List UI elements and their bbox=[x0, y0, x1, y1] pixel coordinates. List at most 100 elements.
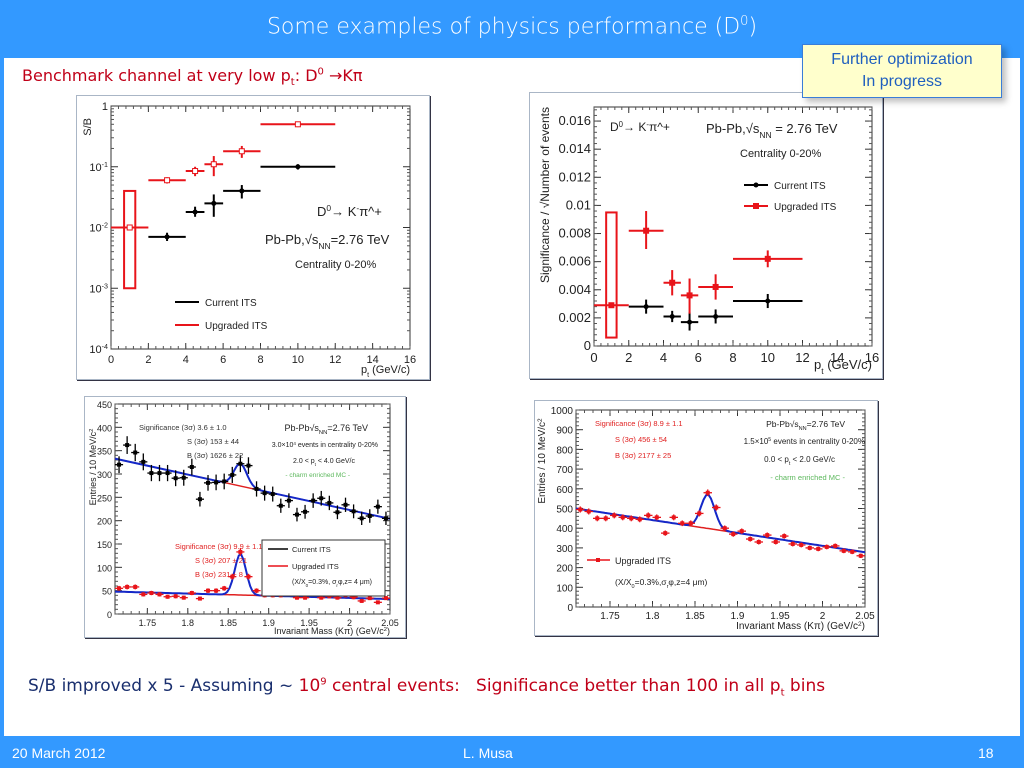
annotation-upgraded-2: B (3σ) 2177 ± 25 bbox=[615, 451, 671, 460]
y-tick-label: 10-4 bbox=[89, 343, 108, 356]
data-point bbox=[739, 529, 744, 534]
legend-marker-upgraded bbox=[753, 203, 759, 209]
data-point bbox=[222, 586, 227, 591]
x-tick-label: 2.05 bbox=[855, 611, 875, 622]
data-point bbox=[335, 510, 340, 515]
y-axis-label: Significance / √Number of events bbox=[538, 107, 552, 283]
y-tick-label: 1 bbox=[102, 101, 108, 113]
annotation-pt-range: 0.0 < pt < 2.0 GeV/c bbox=[764, 455, 835, 467]
y-tick-label: 0 bbox=[567, 603, 573, 614]
legend-upgraded: Upgraded ITS bbox=[774, 202, 837, 213]
y-tick-label: 450 bbox=[97, 400, 112, 410]
data-point bbox=[782, 534, 787, 539]
data-point bbox=[197, 497, 202, 502]
x-tick-label: 0 bbox=[590, 350, 597, 365]
x-tick-label: 1.8 bbox=[646, 611, 660, 622]
slide-header: Some examples of physics performance (D0… bbox=[0, 0, 1024, 58]
y-tick-label: 0.016 bbox=[558, 113, 591, 128]
data-point bbox=[214, 480, 219, 485]
data-point bbox=[687, 319, 693, 325]
data-point bbox=[688, 521, 693, 526]
chart-mass-current: 1.75 1.8 1.85 1.9 1.95 2 2.05 0 50 100 150 200 250 30… bbox=[88, 400, 399, 636]
plot-mass-current: 1.75 1.8 1.85 1.9 1.95 2 2.05 0 50 100 150 200 250 30… bbox=[84, 396, 406, 638]
data-point bbox=[125, 584, 130, 589]
y-axis-label: S/B bbox=[82, 118, 94, 136]
y-tick-label: 350 bbox=[97, 447, 112, 457]
legend-upgraded: Upgraded ITS bbox=[292, 562, 339, 571]
systematic-box bbox=[123, 189, 137, 290]
y-tick-label: 10-1 bbox=[89, 161, 108, 174]
x-tick-label: 4 bbox=[183, 354, 189, 366]
data-point bbox=[816, 546, 821, 551]
data-point bbox=[189, 591, 194, 595]
data-point bbox=[270, 492, 275, 497]
y-tick-label: 100 bbox=[556, 583, 573, 594]
data-point bbox=[663, 531, 668, 536]
y-tick-label: 300 bbox=[556, 544, 573, 555]
x-tick-label: 1.95 bbox=[300, 618, 318, 628]
annotation-mc: - charm enriched MC - bbox=[285, 472, 350, 479]
data-point bbox=[764, 255, 771, 262]
x-tick-label: 0 bbox=[108, 354, 114, 366]
legend-current: Current ITS bbox=[292, 545, 331, 554]
data-point bbox=[359, 598, 364, 603]
data-point bbox=[351, 595, 356, 600]
data-point bbox=[858, 553, 863, 558]
data-point bbox=[383, 596, 388, 601]
x-tick-label: 2 bbox=[820, 611, 826, 622]
annotation-current-2: B (3σ) 1626 ± 22 bbox=[187, 451, 243, 460]
data-point bbox=[254, 588, 259, 593]
x-tick-label: 2 bbox=[145, 354, 151, 366]
y-tick-label: 400 bbox=[97, 423, 112, 433]
plot-significance: 0 2 4 6 8 10 12 14 16 0 0.002 0.004 0.006 0.008 0.01 0.… bbox=[529, 92, 883, 379]
data-point bbox=[773, 539, 778, 544]
annotation-system: Pb-Pb√sNN=2.76 TeV bbox=[284, 423, 368, 436]
data-point bbox=[157, 592, 162, 597]
y-tick-label: 700 bbox=[556, 465, 573, 476]
data-point bbox=[714, 505, 719, 510]
annotation-upgraded-0: Significance (3σ) 9.9 ± 1.1 bbox=[175, 542, 263, 551]
data-point bbox=[367, 514, 372, 518]
data-point bbox=[731, 532, 736, 537]
data-point bbox=[375, 504, 380, 509]
data-point bbox=[637, 517, 642, 522]
data-point bbox=[210, 161, 217, 168]
annotation-centrality: Centrality 0-20% bbox=[740, 148, 822, 160]
x-tick-label: 1.95 bbox=[770, 611, 790, 622]
data-point bbox=[669, 313, 675, 319]
data-point bbox=[246, 574, 251, 579]
data-point bbox=[173, 476, 178, 481]
data-point bbox=[375, 600, 380, 605]
data-point bbox=[230, 574, 235, 579]
footer-date: 20 March 2012 bbox=[12, 745, 106, 761]
chart-mass-upgraded: 1.75 1.8 1.85 1.9 1.95 2 2.05 0 100 200 300 400 500 6… bbox=[537, 406, 876, 633]
x-tick-label: 1.75 bbox=[600, 611, 620, 622]
data-point bbox=[608, 302, 615, 309]
data-point bbox=[149, 591, 154, 595]
legend-current: Current ITS bbox=[774, 181, 826, 192]
x-tick-label: 2 bbox=[625, 350, 632, 365]
data-point bbox=[117, 586, 122, 591]
data-point bbox=[586, 509, 591, 514]
data-point bbox=[595, 516, 600, 521]
data-point bbox=[578, 507, 583, 512]
data-point bbox=[612, 513, 617, 518]
y-tick-label: 0 bbox=[107, 610, 112, 620]
data-point bbox=[133, 450, 138, 455]
data-point bbox=[643, 227, 650, 234]
annotation-events: 1.5×105 events in centrality 0-20% bbox=[744, 437, 865, 446]
x-tick-label: 12 bbox=[329, 354, 341, 366]
annotation-mc: - charm enriched MC - bbox=[770, 473, 845, 482]
annotation-upgraded-1: S (3σ) 207 ± 21 bbox=[195, 556, 247, 565]
data-point bbox=[173, 594, 178, 599]
data-point bbox=[680, 521, 685, 526]
data-point bbox=[246, 463, 251, 468]
data-point bbox=[117, 462, 122, 467]
x-axis-label: Invariant Mass (Kπ) (GeV/c2) bbox=[736, 621, 865, 633]
data-point bbox=[722, 526, 727, 531]
data-point bbox=[765, 298, 771, 304]
significance-claim: Significance better than 100 in all pt b… bbox=[459, 676, 826, 699]
data-point bbox=[841, 548, 846, 553]
plot-frame bbox=[110, 105, 411, 350]
data-point bbox=[765, 533, 770, 538]
